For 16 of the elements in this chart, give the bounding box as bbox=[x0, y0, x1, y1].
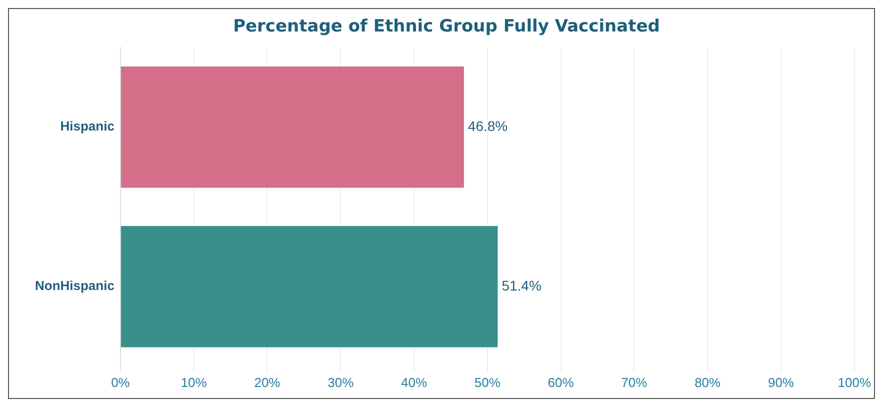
x-tick-label: 80% bbox=[694, 374, 722, 390]
x-tick-label: 100% bbox=[838, 374, 872, 390]
x-tick-label: 30% bbox=[328, 374, 354, 390]
x-tick-label: 70% bbox=[621, 374, 648, 390]
x-tick-label: 50% bbox=[474, 374, 501, 390]
data-label: 46.8% bbox=[468, 118, 508, 134]
y-tick-label: NonHispanic bbox=[34, 278, 114, 294]
x-tick-label: 90% bbox=[768, 374, 794, 390]
data-label: 51.4% bbox=[502, 278, 542, 294]
x-tick-label: 10% bbox=[180, 374, 208, 390]
x-tick-label: 20% bbox=[254, 374, 281, 390]
x-tick-label: 40% bbox=[401, 374, 428, 390]
x-tick-label: 0% bbox=[111, 374, 130, 390]
y-tick-label: Hispanic bbox=[60, 118, 114, 134]
chart-title: Percentage of Ethnic Group Fully Vaccinated bbox=[233, 16, 660, 37]
x-tick-label: 60% bbox=[548, 374, 574, 390]
